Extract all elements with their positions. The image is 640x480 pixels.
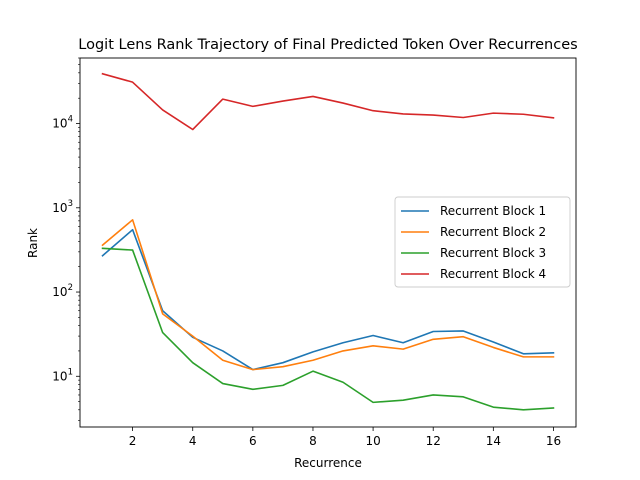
x-axis: 2 4 6 8 10 12 14 16 (129, 427, 561, 448)
x-tick-label: 12 (426, 434, 441, 448)
legend-label: Recurrent Block 3 (440, 246, 546, 260)
legend-label: Recurrent Block 1 (440, 204, 546, 218)
y-tick-label: 102 (52, 283, 73, 299)
series-line-block-2 (101, 219, 555, 371)
y-tick-label: 104 (52, 115, 73, 131)
y-axis: 101 102 103 104 (52, 57, 80, 421)
x-tick-label: 4 (189, 434, 197, 448)
x-axis-label: Recurrence (294, 456, 362, 470)
x-tick-label: 2 (129, 434, 137, 448)
legend: Recurrent Block 1 Recurrent Block 2 Recurr… (394, 196, 571, 288)
legend-label: Recurrent Block 2 (440, 225, 546, 239)
plot-frame (79, 57, 577, 428)
legend-box (394, 196, 571, 288)
y-axis-label: Rank (26, 228, 40, 258)
y-tick-label: 103 (52, 199, 73, 215)
series-line-block-4 (101, 72, 555, 131)
x-tick-label: 8 (309, 434, 317, 448)
x-tick-label: 14 (486, 434, 501, 448)
series-line-block-3 (101, 247, 555, 411)
legend-label: Recurrent Block 4 (440, 267, 546, 281)
x-tick-label: 10 (365, 434, 380, 448)
series-lines (101, 72, 555, 411)
y-tick-label: 101 (52, 367, 73, 383)
x-tick-label: 6 (249, 434, 257, 448)
chart-title: Logit Lens Rank Trajectory of Final Pred… (78, 37, 577, 53)
x-tick-label: 16 (546, 434, 561, 448)
